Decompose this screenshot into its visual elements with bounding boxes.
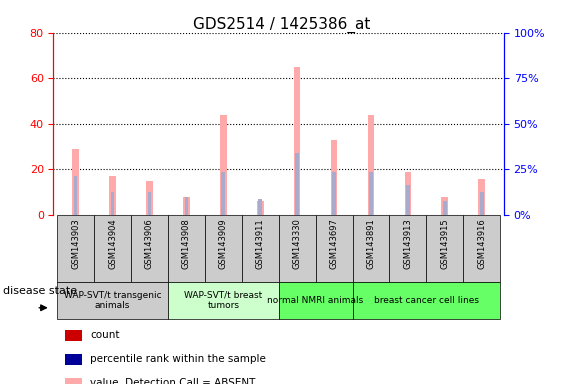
Text: disease state: disease state: [3, 286, 77, 296]
Bar: [205, 215, 242, 282]
Bar: [65, 354, 82, 365]
Bar: [257, 201, 263, 215]
Bar: [369, 172, 373, 215]
Bar: [131, 215, 168, 282]
Text: GSM143908: GSM143908: [182, 218, 191, 269]
Text: breast cancer cell lines: breast cancer cell lines: [374, 296, 479, 305]
Bar: [65, 378, 82, 384]
Text: percentile rank within the sample: percentile rank within the sample: [90, 354, 266, 364]
Bar: [426, 215, 463, 282]
Text: GSM143906: GSM143906: [145, 218, 154, 269]
Bar: [221, 172, 225, 215]
Text: GDS2514 / 1425386_at: GDS2514 / 1425386_at: [193, 17, 370, 33]
Text: WAP-SVT/t transgenic
animals: WAP-SVT/t transgenic animals: [64, 291, 162, 310]
Bar: [279, 282, 352, 319]
Bar: [258, 199, 262, 215]
Bar: [109, 176, 116, 215]
Text: value, Detection Call = ABSENT: value, Detection Call = ABSENT: [90, 377, 256, 384]
Text: GSM143909: GSM143909: [219, 218, 228, 269]
Bar: [480, 192, 484, 215]
Bar: [441, 197, 448, 215]
Bar: [352, 282, 500, 319]
Bar: [406, 185, 410, 215]
Bar: [352, 215, 390, 282]
Bar: [316, 215, 352, 282]
Bar: [443, 201, 446, 215]
Text: GSM143915: GSM143915: [440, 218, 449, 269]
Text: GSM143916: GSM143916: [477, 218, 486, 269]
Bar: [368, 115, 374, 215]
Bar: [183, 197, 190, 215]
Bar: [74, 176, 78, 215]
Text: GSM143904: GSM143904: [108, 218, 117, 269]
Text: normal NMRI animals: normal NMRI animals: [267, 296, 364, 305]
Bar: [168, 282, 279, 319]
Bar: [220, 115, 227, 215]
Bar: [57, 215, 94, 282]
Bar: [296, 154, 299, 215]
Bar: [185, 197, 188, 215]
Bar: [279, 215, 316, 282]
Bar: [94, 215, 131, 282]
Text: GSM143697: GSM143697: [329, 218, 338, 269]
Bar: [111, 192, 114, 215]
Bar: [330, 140, 337, 215]
Bar: [57, 282, 168, 319]
Text: GSM143913: GSM143913: [404, 218, 413, 269]
Bar: [294, 67, 301, 215]
Text: GSM143891: GSM143891: [367, 218, 376, 269]
Bar: [72, 149, 79, 215]
Bar: [479, 179, 485, 215]
Bar: [242, 215, 279, 282]
Text: WAP-SVT/t breast
tumors: WAP-SVT/t breast tumors: [184, 291, 262, 310]
Bar: [405, 172, 411, 215]
Bar: [148, 192, 151, 215]
Text: GSM143903: GSM143903: [71, 218, 80, 269]
Text: GSM143911: GSM143911: [256, 218, 265, 269]
Bar: [390, 215, 426, 282]
Bar: [146, 181, 153, 215]
Bar: [65, 330, 82, 341]
Bar: [463, 215, 500, 282]
Bar: [168, 215, 205, 282]
Bar: [332, 172, 336, 215]
Text: GSM143330: GSM143330: [293, 218, 302, 269]
Text: count: count: [90, 329, 119, 339]
